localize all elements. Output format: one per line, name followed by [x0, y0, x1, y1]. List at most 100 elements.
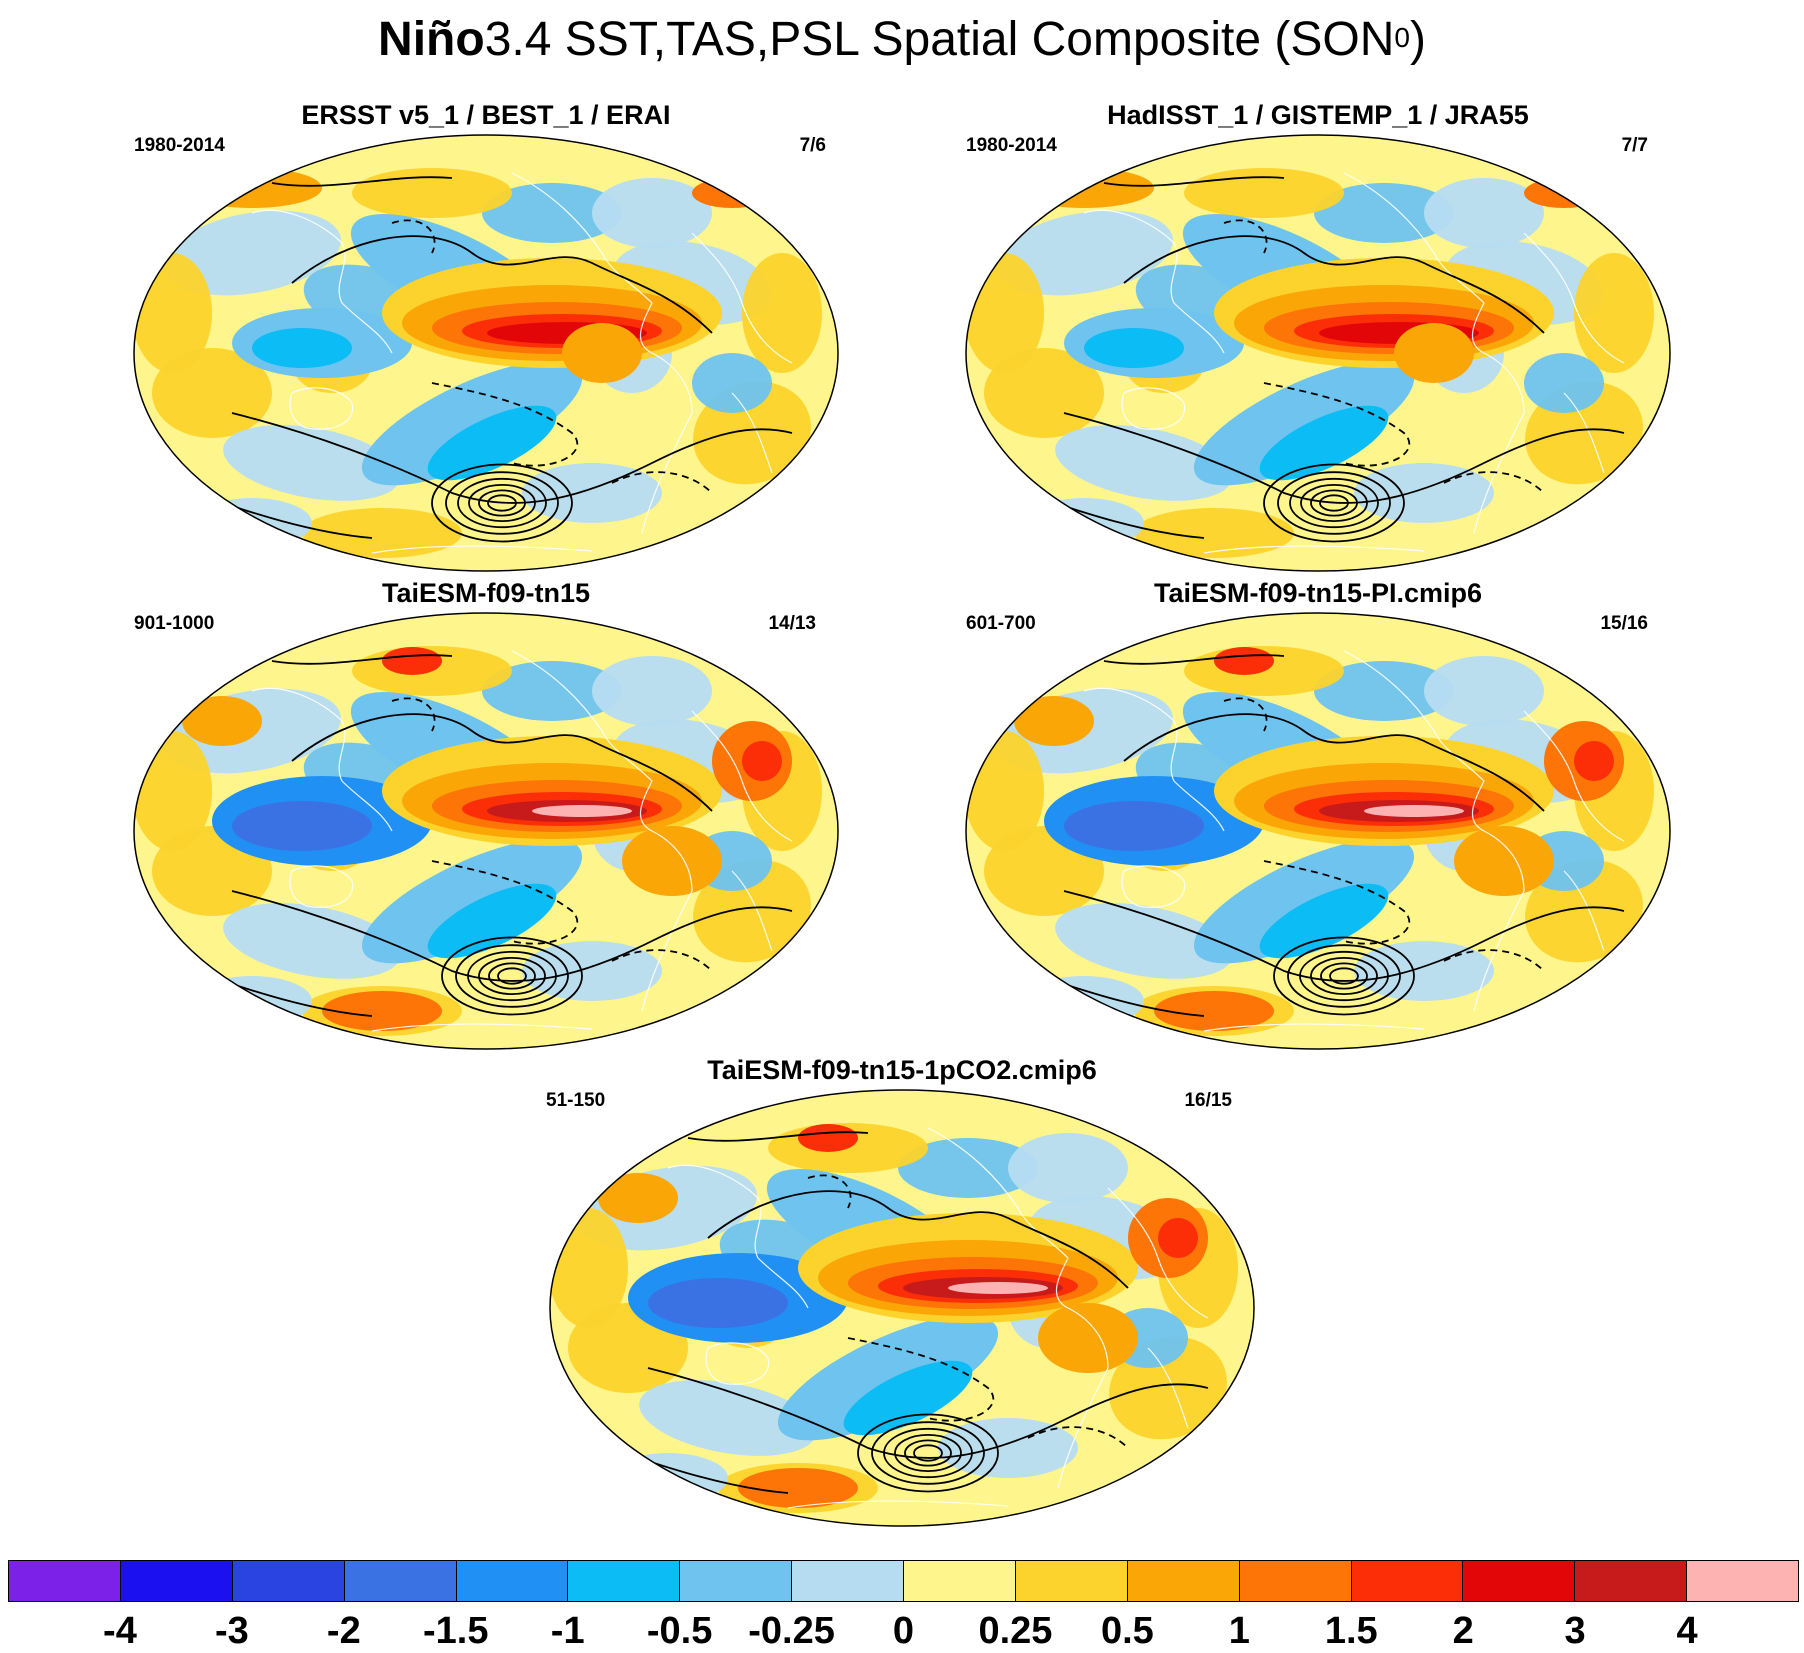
colorbar-box — [792, 1561, 904, 1601]
anomaly-patch — [798, 1124, 858, 1152]
anomaly-patch — [550, 1208, 628, 1328]
anomaly-patch — [662, 966, 802, 1016]
anomaly-patch — [252, 328, 352, 368]
panel-count: 15/16 — [1600, 613, 1648, 634]
colorbar-box — [9, 1561, 121, 1601]
colorbar-label: -2 — [326, 1610, 361, 1652]
contour-ring — [1277, 471, 1391, 535]
anomaly-patch — [1055, 903, 1233, 979]
contour-ring — [857, 1413, 999, 1493]
anomaly-patch — [648, 1278, 788, 1328]
coastline — [1203, 1023, 1425, 1032]
map-panel-5: TaiESM-f09-tn15-1pCO2.cmip6 51-150 16/15 — [546, 1055, 1256, 1530]
anomaly-patch — [427, 405, 557, 481]
contour-ring — [445, 471, 559, 535]
anomaly-patch — [598, 1173, 678, 1223]
coastline — [787, 1500, 1009, 1509]
colorbar-label: -0.5 — [646, 1610, 713, 1652]
contour-line — [231, 890, 793, 982]
anomaly-patch — [1394, 323, 1474, 383]
map-outline — [965, 134, 1671, 572]
world-map — [133, 612, 839, 1050]
panel-title: TaiESM-f09-tn15-1pCO2.cmip6 — [707, 1055, 1097, 1085]
anomaly-patch — [361, 838, 583, 964]
contour-line — [1103, 654, 1285, 665]
anomaly-patch — [1134, 508, 1294, 558]
contour-line-dashed — [1027, 1426, 1129, 1449]
anomaly-patch — [592, 656, 712, 726]
panel-count: 16/15 — [1184, 1090, 1232, 1111]
colorbar-box — [1015, 1561, 1128, 1601]
contour-line — [647, 1367, 1209, 1459]
anomaly-patch — [742, 253, 822, 373]
psl-contours — [1023, 654, 1625, 1017]
contour-ring — [1319, 494, 1349, 512]
panel-count: 7/7 — [1621, 135, 1648, 156]
contour-ring — [1299, 950, 1389, 1002]
coastlines — [1083, 172, 1625, 554]
anomaly-patch — [1314, 183, 1454, 243]
colorbar-label: -4 — [103, 1610, 137, 1652]
colorbar-label: 2 — [1452, 1610, 1474, 1652]
anomaly-patch — [1494, 488, 1634, 538]
anomaly-patch — [1038, 1303, 1138, 1373]
coastline — [1083, 687, 1225, 832]
colorbar-box — [1463, 1561, 1576, 1601]
map-outline — [965, 612, 1671, 1050]
anomaly-patch — [1364, 805, 1464, 817]
contour-ring — [487, 494, 517, 512]
colorbar-label: -1 — [550, 1610, 585, 1652]
anomaly-patch — [1574, 741, 1614, 781]
contour-line — [1063, 890, 1625, 982]
coastline — [1523, 710, 1625, 842]
colorbar-label: 1 — [1228, 1610, 1250, 1652]
coastline — [927, 1127, 1109, 1489]
colorbar-label: -1.5 — [423, 1610, 489, 1652]
anomaly-patch — [742, 741, 782, 781]
anomaly-patch — [622, 826, 722, 896]
anomaly-patch — [562, 323, 642, 383]
anomaly-patch — [522, 941, 662, 1001]
anomaly-patch — [1314, 661, 1454, 721]
contour-line-dashed — [807, 1174, 852, 1209]
colorbar-box — [568, 1561, 681, 1601]
anomaly-patch — [1184, 168, 1344, 218]
anomaly-patch — [1424, 656, 1544, 726]
panel-period: 901-1000 — [134, 613, 215, 634]
panel-period: 1980-2014 — [134, 135, 225, 156]
panel-title: TaiESM-f09-tn15 — [381, 578, 591, 608]
colorbar-label: -3 — [214, 1610, 249, 1652]
colorbar-label: 0.25 — [978, 1610, 1053, 1652]
panel-title: ERSST v5_1 / BEST_1 / ERAI — [301, 100, 671, 130]
anomaly-patch — [1014, 696, 1094, 746]
coastline — [1203, 545, 1425, 554]
contour-line-dashed — [611, 949, 713, 972]
anomaly-patch — [223, 425, 401, 501]
contour-line-dashed — [847, 1337, 995, 1422]
contour-ring — [1329, 967, 1359, 985]
anomaly-patch — [608, 1453, 728, 1503]
colorbar-label: 1.5 — [1324, 1610, 1378, 1652]
colorbar-label: 0 — [892, 1610, 915, 1652]
coastline — [371, 1023, 593, 1032]
anomaly-patch — [843, 1360, 973, 1436]
contour-ring — [1300, 483, 1368, 523]
coastline — [691, 232, 793, 364]
anomaly-patch — [322, 991, 442, 1031]
colorbar-label: -0.25 — [748, 1610, 835, 1652]
contour-line-dashed — [1223, 219, 1268, 254]
anomaly-patch — [1193, 360, 1415, 486]
contour-ring — [871, 1421, 985, 1485]
coastline — [511, 172, 693, 534]
panel-period: 1980-2014 — [966, 135, 1057, 156]
coastline — [371, 545, 593, 554]
anomaly-patch — [1574, 253, 1654, 373]
colorbar-box — [232, 1561, 345, 1601]
anomaly-patch — [427, 883, 557, 959]
map-panel-1: ERSST v5_1 / BEST_1 / ERAI 1980-2014 7/6 — [132, 100, 840, 575]
contour-line-dashed — [1443, 471, 1545, 494]
anomaly-patch — [662, 488, 802, 538]
figure-title: Niño3.4 SST,TAS,PSL Spatial Composite (S… — [378, 13, 1426, 66]
contour-line-dashed — [1443, 949, 1545, 972]
anomaly-patch — [1524, 353, 1604, 413]
